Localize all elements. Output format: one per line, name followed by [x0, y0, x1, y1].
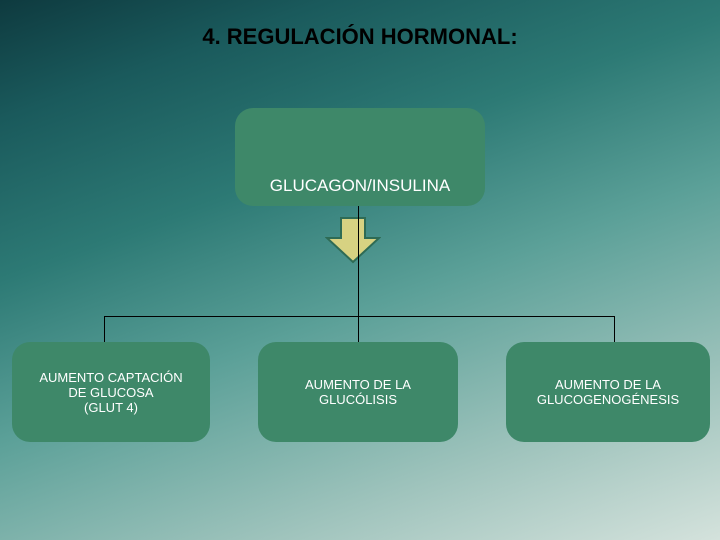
- connector-drop-right: [614, 316, 615, 342]
- connector-drop-left: [104, 316, 105, 342]
- connector-stem: [358, 206, 359, 316]
- bottom-node-label: AUMENTO DE LAGLUCÓLISIS: [305, 377, 411, 407]
- bottom-node: AUMENTO CAPTACIÓNDE GLUCOSA(GLUT 4): [12, 342, 210, 442]
- down-arrow-icon: [325, 216, 381, 264]
- bottom-node-label: AUMENTO DE LAGLUCOGENOGÉNESIS: [537, 377, 679, 407]
- top-node: GLUCAGON/INSULINA: [235, 108, 485, 206]
- bottom-node: AUMENTO DE LAGLUCÓLISIS: [258, 342, 458, 442]
- connector-drop-mid: [358, 316, 359, 342]
- top-node-label: GLUCAGON/INSULINA: [270, 176, 450, 196]
- slide-title: 4. REGULACIÓN HORMONAL:: [0, 24, 720, 50]
- bottom-node: AUMENTO DE LAGLUCOGENOGÉNESIS: [506, 342, 710, 442]
- slide-title-text: 4. REGULACIÓN HORMONAL:: [202, 24, 517, 49]
- bottom-node-label: AUMENTO CAPTACIÓNDE GLUCOSA(GLUT 4): [39, 370, 182, 415]
- connector-horizontal: [104, 316, 614, 317]
